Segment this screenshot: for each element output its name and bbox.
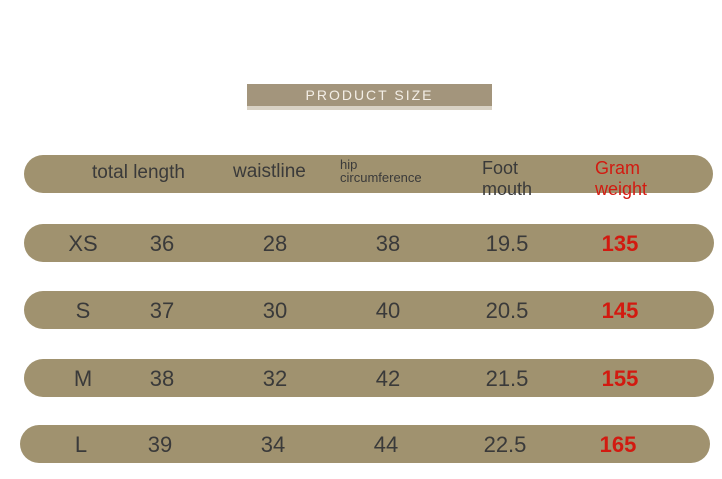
cell: 39 [147,432,173,457]
row [24,291,714,329]
cell: 135 [601,231,639,256]
cell: 19.5 [485,231,529,256]
cell: 22.5 [483,432,527,457]
cell: 38 [149,366,175,391]
cell: 145 [601,298,639,323]
cell: 32 [262,366,288,391]
size-label: S [75,298,91,323]
column-header: total length [92,162,185,183]
cell: 38 [375,231,401,256]
column-header: Gram weight [595,158,648,199]
header-row [24,155,713,193]
cell: 34 [260,432,286,457]
cell: 36 [149,231,175,256]
cell: 42 [375,366,401,391]
column-header: Foot mouth [482,158,533,199]
cell: 20.5 [485,298,529,323]
cell: 40 [375,298,401,323]
cell: 44 [373,432,399,457]
column-header: hip circumference [340,157,422,185]
cell: 30 [262,298,288,323]
cell: 21.5 [485,366,529,391]
column-header: waistline [233,161,306,182]
row [20,425,710,463]
size-label: XS [68,231,98,256]
title: PRODUCT SIZE [247,84,492,110]
row [24,359,714,397]
cell: 155 [601,366,639,391]
cell: 165 [599,432,637,457]
size-label: M [73,366,93,391]
cell: 37 [149,298,175,323]
cell: 28 [262,231,288,256]
size-label: L [74,432,88,457]
row [24,224,714,262]
